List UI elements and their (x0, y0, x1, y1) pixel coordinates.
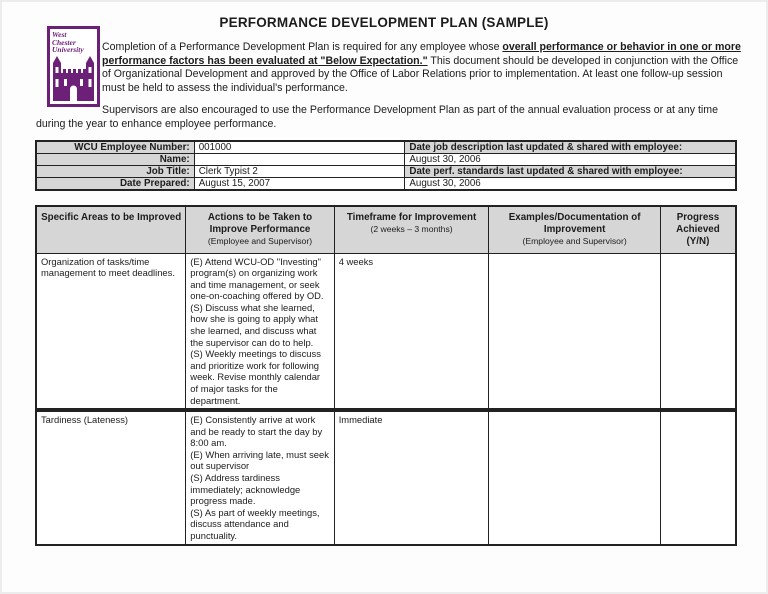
university-logo: West Chester University (47, 26, 100, 107)
actions-cell: (E) Attend WCU-OD "Investing" program(s)… (185, 252, 335, 410)
development-plan-table: Specific Areas to be Improved Actions to… (35, 205, 737, 411)
intro-text-emphasis: overall performance or behavior in one o… (102, 41, 741, 67)
plan-header-row: Specific Areas to be Improved Actions to… (35, 205, 737, 254)
supervisors-paragraph: Supervisors are also encouraged to use t… (36, 104, 718, 130)
examples-cell (488, 252, 661, 410)
table-row: Name: August 30, 2006 (35, 153, 737, 166)
actions-cell: (E) Consistently arrive at work and be r… (185, 410, 335, 546)
job-title-label: Job Title: (35, 165, 195, 178)
job-desc-updated-value: August 30, 2006 (404, 153, 737, 166)
header-subtitle: (Employee and Supervisor) (207, 236, 313, 246)
timeframe-cell: Immediate (333, 410, 490, 546)
date-prepared-label: Date Prepared: (35, 177, 195, 191)
intro-paragraph: Completion of a Performance Development … (102, 41, 747, 95)
area-cell: Tardiness (Lateness) (35, 410, 187, 546)
header-subtitle: (Employee and Supervisor) (522, 236, 627, 246)
date-prepared-value: August 15, 2007 (193, 177, 406, 191)
table-row: WCU Employee Number: 001000 Date job des… (35, 140, 737, 154)
timeframe-cell: 4 weeks (333, 252, 490, 410)
employee-number-label: WCU Employee Number: (35, 140, 195, 154)
progress-cell (659, 410, 737, 546)
table-row: Job Title: Clerk Typist 2 Date perf. sta… (35, 165, 737, 178)
header-title: Examples/Documentation of Improvement (508, 212, 641, 235)
campus-building-icon (53, 55, 94, 101)
examples-cell (488, 410, 661, 546)
header-title: Actions to be Taken to Improve Performan… (207, 212, 313, 235)
university-logo-wordmark: West Chester University (50, 29, 97, 54)
development-plan-table-continued: Tardiness (Lateness) (E) Consistently ar… (35, 410, 737, 546)
header-title: Timeframe for Improvement (346, 212, 477, 223)
job-title-value: Clerk Typist 2 (193, 165, 406, 178)
page-title: PERFORMANCE DEVELOPMENT PLAN (SAMPLE) (219, 15, 549, 30)
logo-word-university: University (52, 45, 84, 54)
employee-info-table: WCU Employee Number: 001000 Date job des… (35, 140, 737, 191)
header-subtitle: (2 weeks – 3 months) (370, 224, 453, 234)
plan-row-organization: Organization of tasks/time management to… (35, 252, 737, 410)
employee-number-value: 001000 (193, 140, 406, 154)
intro-text-after: This document should be developed in con… (102, 54, 739, 94)
name-label: Name: (35, 153, 195, 166)
logo-word-chester: Chester (52, 37, 76, 47)
plan-row-tardiness: Tardiness (Lateness) (E) Consistently ar… (35, 410, 737, 546)
header-actions: Actions to be Taken to Improve Performan… (185, 205, 335, 254)
intro-text-before: Completion of a Performance Development … (102, 41, 503, 53)
header-title: Specific Areas to be Improved (41, 212, 182, 223)
perf-standards-updated-label: Date perf. standards last updated & shar… (404, 165, 737, 178)
area-cell: Organization of tasks/time management to… (35, 252, 187, 410)
table-row: Date Prepared: August 15, 2007 August 30… (35, 177, 737, 191)
header-title: Progress Achieved (Y/N) (676, 212, 720, 247)
job-desc-updated-label: Date job description last updated & shar… (404, 140, 737, 154)
header-examples: Examples/Documentation of Improvement (Em… (488, 205, 661, 254)
name-value (193, 153, 406, 166)
progress-cell (659, 252, 737, 410)
header-progress: Progress Achieved (Y/N) (659, 205, 737, 254)
logo-word-west: West (52, 30, 67, 39)
perf-standards-updated-value: August 30, 2006 (404, 177, 737, 191)
header-specific-areas: Specific Areas to be Improved (35, 205, 187, 254)
header-timeframe: Timeframe for Improvement (2 weeks – 3 mo… (333, 205, 490, 254)
